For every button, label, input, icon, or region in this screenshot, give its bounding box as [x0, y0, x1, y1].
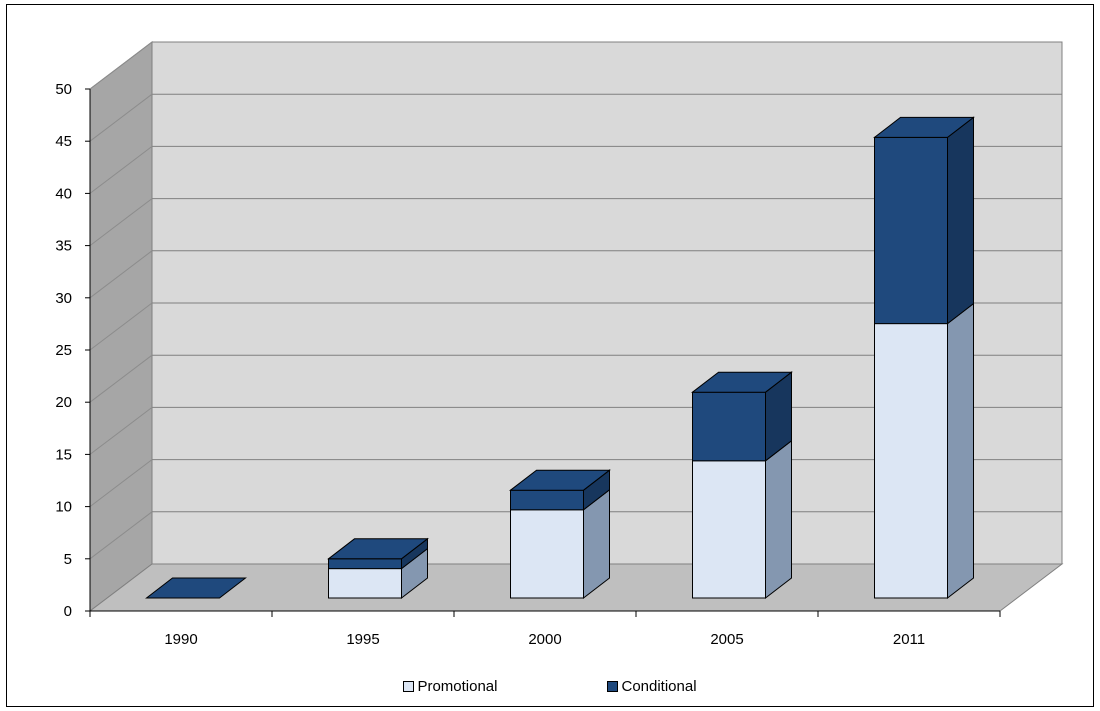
y-tick-label: 50 — [55, 81, 72, 98]
gridline-side — [89, 41, 153, 90]
y-tick-label: 20 — [55, 394, 72, 411]
legend-item-promotional: Promotional — [403, 676, 497, 696]
bar-segment — [874, 136, 948, 325]
x-tick-label: 1990 — [164, 631, 197, 648]
x-tick-label: 2005 — [710, 631, 743, 648]
x-tick-label: 2011 — [893, 631, 925, 648]
bar-top — [873, 116, 975, 138]
y-tick-label: 40 — [55, 185, 72, 202]
bar-segment — [510, 489, 584, 511]
bar-segment — [510, 509, 584, 599]
legend-swatch-promotional — [403, 680, 415, 692]
bar-segment — [328, 558, 402, 570]
bar-segment — [874, 323, 948, 599]
y-tick-label: 25 — [55, 342, 72, 359]
gridline-side — [89, 407, 153, 455]
bar-top — [691, 371, 793, 393]
legend-label-promotional: Promotional — [417, 677, 498, 695]
bar-segment-side — [765, 439, 792, 600]
x-tick-label: 1995 — [346, 631, 379, 648]
legend-item-conditional: Conditional — [607, 676, 697, 696]
bar-segment-side — [947, 302, 974, 600]
bar-segment — [692, 460, 766, 599]
bar-top — [509, 469, 611, 491]
gridline-side — [89, 198, 153, 246]
y-tick-label: 35 — [55, 238, 72, 255]
legend: Promotional Conditional — [0, 676, 1100, 696]
gridline-side — [89, 459, 153, 507]
bar-top — [145, 577, 247, 599]
gridline-side — [89, 93, 153, 142]
y-tick-label: 0 — [64, 603, 72, 620]
y-tick-label: 10 — [55, 499, 72, 516]
gridline-side — [89, 511, 153, 560]
gridline-side — [89, 250, 153, 299]
bar-segment — [328, 568, 402, 599]
legend-swatch-conditional — [607, 680, 619, 692]
y-tick-label: 30 — [55, 290, 72, 307]
legend-label-conditional: Conditional — [621, 677, 697, 695]
gridline-side — [89, 146, 153, 194]
y-tick-label: 15 — [55, 446, 72, 463]
bar-top — [327, 538, 429, 560]
bar-segment-side — [947, 116, 974, 325]
gridline-side — [89, 302, 153, 351]
gridline-side — [89, 354, 153, 403]
y-tick-label: 5 — [64, 551, 72, 568]
y-tick-label: 45 — [55, 133, 72, 150]
bar-segment — [692, 391, 766, 462]
x-tick-label: 2000 — [528, 631, 561, 648]
